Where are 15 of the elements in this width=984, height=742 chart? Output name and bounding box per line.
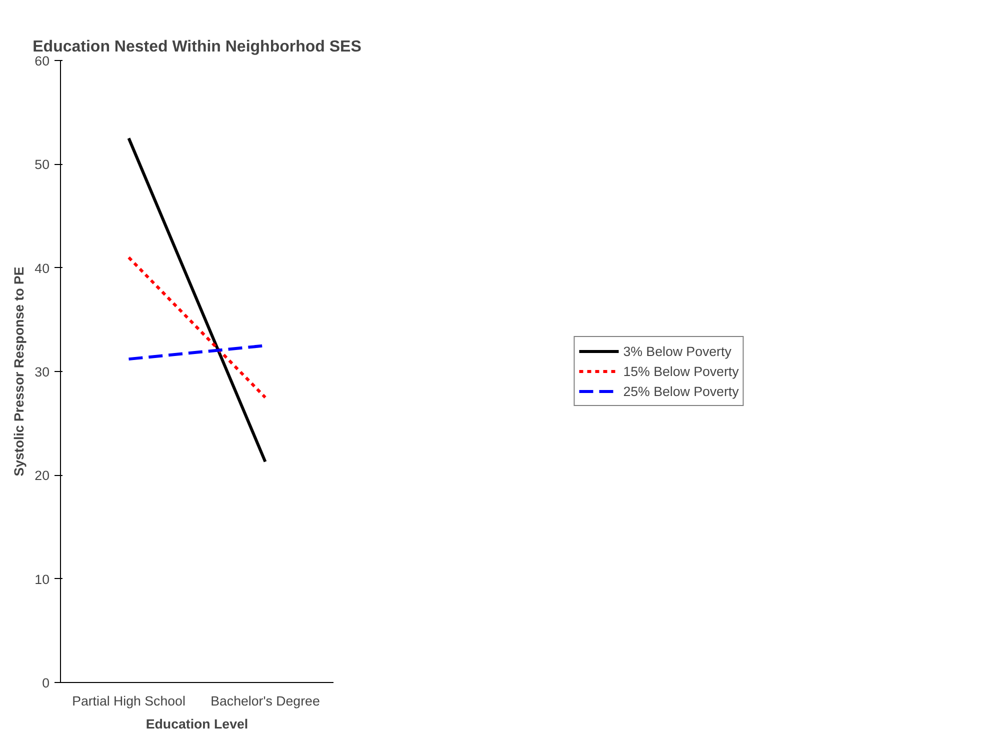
x-tick-label: Partial High School — [72, 694, 186, 708]
y-axis-title: Systolic Pressor Response to PE — [12, 266, 27, 476]
legend-label: 3% Below Poverty — [623, 344, 732, 358]
y-tick-label: 10 — [34, 572, 50, 587]
y-tick-label: 30 — [34, 364, 50, 380]
y-tick-label: 40 — [34, 260, 50, 276]
legend-label: 25% Below Poverty — [623, 384, 739, 398]
legend-label: 15% Below Poverty — [623, 364, 739, 378]
y-tick-label: 0 — [42, 676, 50, 690]
y-tick-label: 50 — [34, 157, 50, 172]
y-tick-label: 20 — [34, 468, 50, 484]
x-tick-label: Bachelor's Degree — [210, 694, 320, 708]
x-axis-title: Education Level — [146, 716, 248, 732]
y-tick-label: 60 — [34, 54, 50, 68]
chart-title: Education Nested Within Neighborhod SES — [32, 38, 362, 56]
